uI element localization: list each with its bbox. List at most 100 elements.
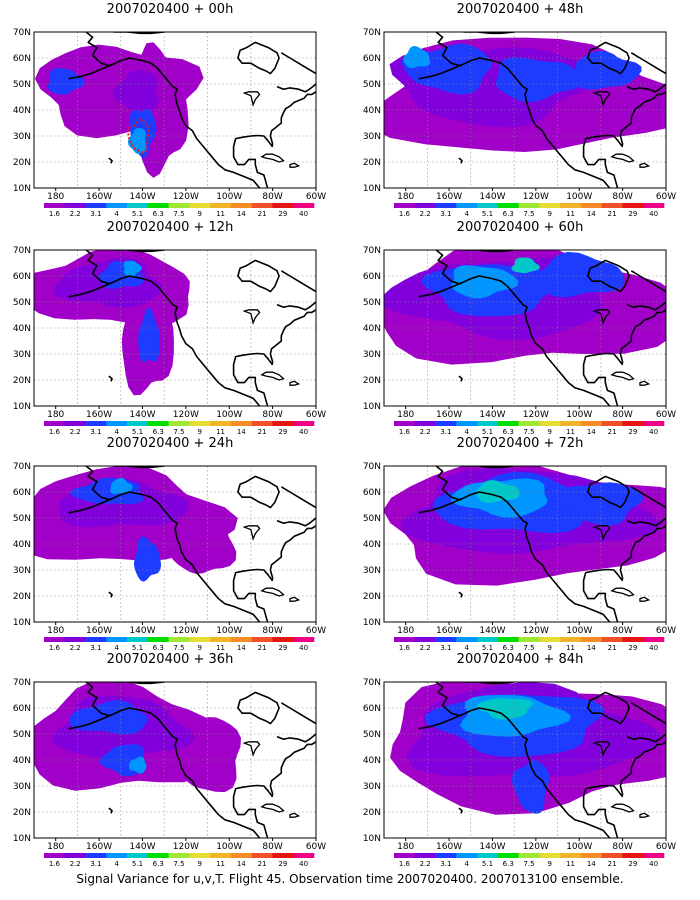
colorbar-swatch (497, 637, 519, 642)
colorbar-swatch (394, 421, 416, 426)
colorbar-label: 9 (198, 860, 202, 868)
variance-contour (403, 46, 430, 69)
colorbar-label: 4 (114, 210, 119, 218)
lon-tick-label: 160W (86, 410, 112, 420)
plot-frame (33, 681, 317, 839)
colorbar-label: 2.2 (420, 210, 431, 218)
variance-contour (511, 257, 540, 274)
colorbar-label: 4 (464, 428, 469, 436)
colorbar-label: 40 (649, 644, 658, 652)
colorbar-label: 6.3 (153, 860, 164, 868)
colorbar-label: 21 (258, 428, 267, 436)
colorbar-label: 5.1 (132, 860, 143, 868)
colorbar-label: 2.2 (70, 644, 81, 652)
colorbar-swatch (435, 853, 457, 858)
colorbar-label: 11 (216, 644, 225, 652)
colorbar-label: 14 (587, 210, 596, 218)
coastline (232, 91, 316, 188)
coastline (436, 466, 515, 469)
coastline (626, 301, 666, 311)
lon-tick-label: 140W (129, 410, 155, 420)
colorbar-label: 21 (608, 860, 617, 868)
coastline (626, 83, 666, 93)
lon-tick-label: 60W (306, 192, 326, 202)
colorbar-label: 14 (587, 428, 596, 436)
colorbar-label: 11 (216, 428, 225, 436)
colorbar-swatch (518, 853, 540, 858)
colorbar-label: 40 (299, 210, 308, 218)
panel-36h: 2007020400 + 36h 70N 60N 50N 40N 30N 20N 10N 18… (0, 652, 340, 874)
colorbar-swatch (497, 203, 519, 208)
coastline (418, 281, 463, 298)
colorbar-swatch (251, 203, 273, 208)
colorbar-label: 14 (237, 644, 246, 652)
lon-tick-label: 120W (173, 842, 199, 852)
colorbar-swatch (127, 203, 149, 208)
colorbar-swatch (85, 637, 107, 642)
colorbar-label: 21 (258, 644, 267, 652)
lat-tick-label: 70N (363, 28, 381, 38)
colorbar-swatch (477, 203, 499, 208)
panel-12h: 2007020400 + 12h 70N 60N 50N 40N 30N 20N 10N 18… (0, 220, 340, 442)
colorbar-label: 11 (216, 210, 225, 218)
colorbar-label: 29 (278, 644, 287, 652)
lon-tick-label: 160W (436, 626, 462, 636)
coastline (592, 309, 611, 325)
colorbar-swatch (127, 421, 149, 426)
lat-tick-label: 60N (13, 54, 31, 64)
lon-tick-label: 60W (656, 842, 676, 852)
colorbar-label: 1.6 (399, 860, 411, 868)
coastline (237, 475, 280, 509)
colorbar-swatch (435, 637, 457, 642)
variance-contour (47, 68, 85, 95)
colorbar-label: 21 (258, 210, 267, 218)
coastline (85, 466, 261, 622)
colorbar-swatch (230, 853, 252, 858)
coastline (86, 682, 165, 685)
colorbar-swatch (643, 421, 665, 426)
lat-tick-label: 50N (363, 514, 381, 524)
lat-tick-label: 20N (363, 808, 381, 818)
coastline (237, 259, 280, 293)
colorbar-label: 4 (464, 210, 469, 218)
lon-tick-label: 60W (656, 192, 676, 202)
colorbar-label: 7.5 (173, 428, 184, 436)
coastline (260, 587, 285, 597)
lat-tick-label: 10N (13, 618, 31, 628)
colorbar-swatch (580, 421, 602, 426)
colorbar-swatch (230, 421, 252, 426)
lat-tick-label: 40N (363, 106, 381, 116)
coastline (237, 41, 280, 75)
colorbar-label: 6.3 (153, 428, 164, 436)
colorbar-label: 7.5 (173, 644, 184, 652)
colorbar-swatch (414, 421, 436, 426)
lon-tick-label: 160W (86, 626, 112, 636)
colorbar-label: 21 (608, 210, 617, 218)
lon-tick-label: 140W (479, 192, 505, 202)
coastline (582, 91, 666, 188)
colorbar-label: 6.3 (503, 860, 514, 868)
variance-field (384, 250, 666, 406)
colorbar-swatch (643, 853, 665, 858)
colorbar-swatch (293, 853, 315, 858)
lat-tick-label: 20N (13, 158, 31, 168)
colorbar-label: 2.2 (70, 860, 81, 868)
colorbar-label: 40 (649, 210, 658, 218)
figure-caption: Signal Variance for u,v,T. Flight 45. Ob… (76, 872, 624, 886)
variance-contour (476, 698, 533, 720)
variance-contour (138, 307, 160, 363)
colorbar-label: 9 (548, 860, 552, 868)
lon-tick-label: 80W (612, 192, 632, 202)
coastline (232, 309, 316, 406)
variance-map: 70N 60N 50N 40N 30N 20N 10N 180 160W 140W 120W 100W… (363, 246, 676, 436)
lon-tick-label: 120W (523, 192, 549, 202)
coastline (280, 486, 316, 509)
colorbar-label: 11 (566, 428, 575, 436)
colorbar-swatch (560, 853, 582, 858)
variance-contour (495, 57, 584, 102)
coastline (582, 309, 666, 406)
panel-title: 2007020400 + 72h (456, 436, 584, 451)
colorbar-swatch (85, 421, 107, 426)
colorbar-label: 9 (198, 428, 202, 436)
variance-contour (511, 760, 550, 814)
